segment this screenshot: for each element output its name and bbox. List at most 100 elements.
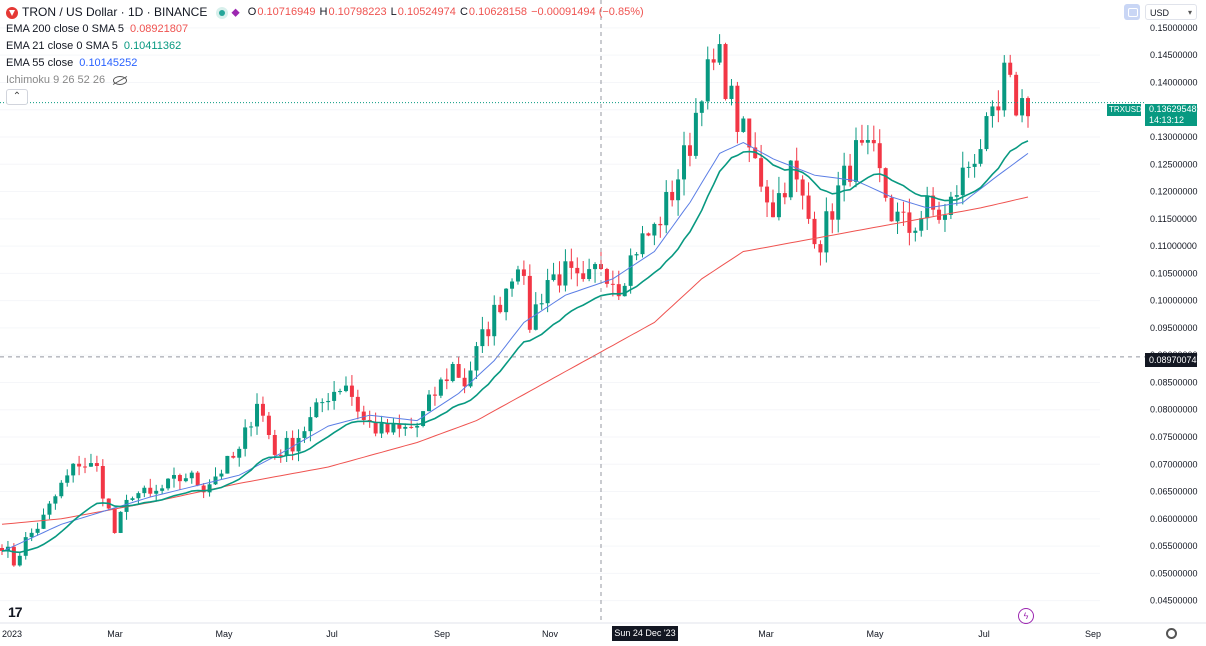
candle-body — [990, 106, 995, 117]
candle-body — [557, 274, 562, 286]
candle-body — [432, 394, 437, 396]
candle-body — [634, 254, 639, 256]
compare-icon[interactable] — [1124, 4, 1140, 20]
candle-body — [687, 145, 692, 156]
candle-body — [171, 475, 176, 479]
y-tick-label: 0.06000000 — [1150, 514, 1198, 524]
currency-value: USD — [1150, 8, 1170, 18]
candle-body — [616, 284, 621, 297]
candle-body — [391, 424, 396, 433]
currency-select[interactable]: USD ▾ — [1145, 4, 1197, 20]
candle-body — [515, 269, 520, 282]
candle-body — [741, 118, 746, 132]
candle-body — [859, 140, 864, 143]
candle-body — [444, 379, 449, 382]
candle-body — [379, 423, 384, 434]
candle-body — [901, 211, 906, 213]
candle-body — [278, 454, 283, 456]
symbol-title[interactable]: TRON / US Dollar · 1D · BINANCE — [22, 5, 208, 19]
candle-body — [883, 168, 888, 198]
x-tick-label: May — [215, 629, 233, 639]
indicator-value: 0.08921807 — [130, 23, 189, 35]
y-tick-label: 0.08000000 — [1150, 405, 1198, 415]
candle-body — [397, 424, 402, 429]
candle-body — [1020, 98, 1025, 116]
candle-body — [646, 233, 651, 236]
candle-body — [782, 193, 787, 198]
tradingview-logo-icon[interactable]: 17 — [8, 604, 23, 620]
candle-body — [498, 304, 503, 313]
ema55-line — [1, 141, 1029, 552]
candle-body — [338, 391, 343, 393]
candle-body — [486, 329, 491, 337]
candle-body — [723, 44, 728, 99]
low-label: L — [390, 6, 397, 18]
symbol-row: TRON / US Dollar · 1D · BINANCE ⬥ O0.107… — [6, 4, 645, 21]
x-tick-label: Sep — [1085, 629, 1101, 639]
candle-body — [154, 490, 159, 494]
y-tick-label: 0.12500000 — [1150, 159, 1198, 169]
candle-body — [427, 394, 432, 412]
candle-body — [765, 186, 770, 203]
flash-icon[interactable]: ⬥ — [231, 5, 240, 19]
candle-body — [948, 196, 953, 216]
y-tick-label: 0.04500000 — [1150, 596, 1198, 606]
indicator-ichimoku[interactable]: Ichimoku 9 26 52 26 — [6, 72, 645, 89]
candle-body — [237, 448, 242, 458]
candle-body — [231, 455, 236, 458]
candle-body — [213, 476, 218, 485]
candle-body — [83, 466, 88, 468]
candle-body — [249, 426, 254, 428]
x-tick-label: May — [866, 629, 884, 639]
candle-body — [854, 140, 859, 182]
crosshair-date: Sun 24 Dec '23 — [614, 628, 676, 638]
indicator-ema200[interactable]: EMA 200 close 0 SMA 5 0.08921807 — [6, 21, 645, 38]
candle-body — [510, 281, 515, 289]
candles-group — [0, 34, 1030, 567]
candle-body — [23, 537, 28, 556]
candle-body — [836, 185, 841, 220]
indicator-ema55[interactable]: EMA 55 close 0.10145252 — [6, 55, 645, 72]
bolt-icon[interactable]: ϟ — [1018, 608, 1034, 624]
candle-body — [889, 197, 894, 222]
collapse-legend-button[interactable]: ⌃ — [6, 89, 28, 105]
candle-body — [450, 364, 455, 382]
candle-body — [539, 303, 544, 305]
close-label: C — [459, 6, 468, 18]
y-tick-label: 0.06500000 — [1150, 487, 1198, 497]
candle-body — [610, 283, 615, 285]
candle-body — [848, 165, 853, 182]
candle-body — [201, 485, 206, 493]
candle-body — [88, 463, 93, 467]
candle-body — [100, 466, 105, 499]
tron-logo-icon — [6, 6, 18, 19]
chevron-down-icon: ▾ — [1187, 8, 1192, 17]
crosshair-price: 0.08970074 — [1149, 355, 1197, 365]
candle-body — [243, 427, 248, 449]
candle-body — [895, 211, 900, 222]
candle-body — [302, 431, 307, 438]
y-tick-label: 0.09500000 — [1150, 323, 1198, 333]
indicator-name: EMA 55 close — [6, 57, 74, 69]
indicator-ema21[interactable]: EMA 21 close 0 SMA 5 0.10411362 — [6, 38, 645, 55]
market-status-icon[interactable] — [219, 9, 226, 16]
indicator-value: 0.10145252 — [79, 57, 138, 69]
candle-body — [581, 273, 586, 280]
candle-body — [195, 472, 200, 486]
gear-icon[interactable] — [1166, 628, 1177, 639]
candle-body — [676, 179, 681, 201]
candle-body — [865, 140, 870, 143]
candle-body — [824, 211, 829, 253]
y-tick-label: 0.14500000 — [1150, 50, 1198, 60]
chart-legend: TRON / US Dollar · 1D · BINANCE ⬥ O0.107… — [6, 4, 645, 89]
x-tick-label: 2023 — [2, 629, 22, 639]
y-tick-label: 0.12000000 — [1150, 187, 1198, 197]
candle-body — [0, 547, 4, 551]
last-price-tag: TRXUSD — [1107, 104, 1142, 116]
hidden-eye-icon[interactable] — [113, 76, 128, 85]
candle-body — [326, 400, 331, 403]
indicator-name: EMA 200 close 0 SMA 5 — [6, 23, 125, 35]
candle-body — [788, 160, 793, 198]
candle-body — [266, 415, 271, 436]
